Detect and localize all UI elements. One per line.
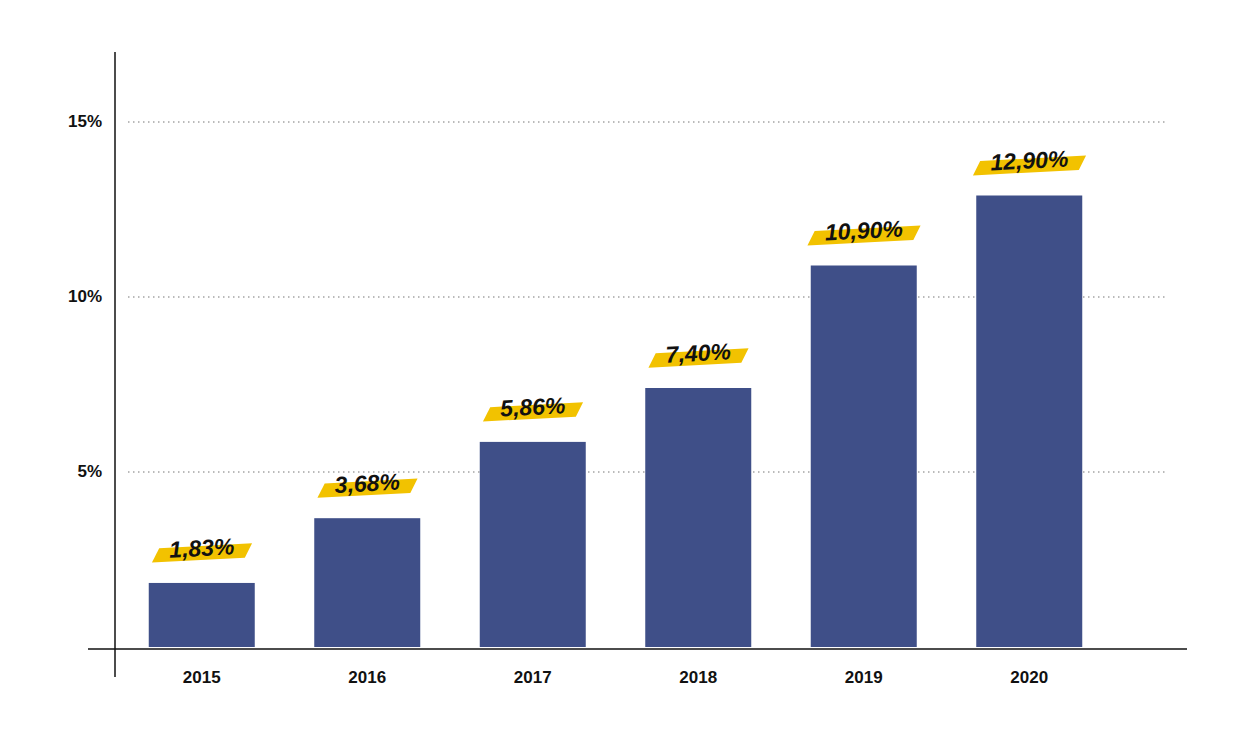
bar xyxy=(811,266,917,648)
bar xyxy=(976,196,1082,648)
x-tick-label: 2018 xyxy=(679,668,717,687)
data-label: 12,90% xyxy=(990,145,1069,175)
data-label: 1,83% xyxy=(169,533,235,562)
x-tick-label: 2015 xyxy=(183,668,221,687)
data-label-group: 12,90% xyxy=(972,145,1087,177)
bar xyxy=(314,518,420,647)
data-label: 7,40% xyxy=(665,338,731,367)
x-axis xyxy=(88,648,1187,650)
x-tick-label: 2017 xyxy=(514,668,552,687)
y-tick-label: 10% xyxy=(68,287,102,306)
data-label-group: 5,86% xyxy=(482,391,584,422)
data-label-group: 7,40% xyxy=(647,337,749,368)
grid-line xyxy=(128,121,1165,122)
y-tick-label: 15% xyxy=(68,112,102,131)
data-label: 10,90% xyxy=(824,215,903,245)
x-tick-label: 2020 xyxy=(1010,668,1048,687)
bar xyxy=(480,442,586,647)
bar xyxy=(149,583,255,647)
x-tick-label: 2019 xyxy=(845,668,883,687)
y-tick-label: 5% xyxy=(77,462,102,481)
chart: 5% 10% 15% 2015 2016 2017 2018 2019 2020 1,83% 3,6… xyxy=(0,0,1250,729)
data-label: 5,86% xyxy=(500,392,566,421)
data-label-group: 3,68% xyxy=(316,468,418,499)
bar xyxy=(645,388,751,647)
x-tick-label: 2016 xyxy=(348,668,386,687)
data-label-group: 1,83% xyxy=(151,532,253,563)
data-label: 3,68% xyxy=(334,469,400,498)
data-label-group: 10,90% xyxy=(806,215,921,247)
y-axis xyxy=(114,52,116,677)
